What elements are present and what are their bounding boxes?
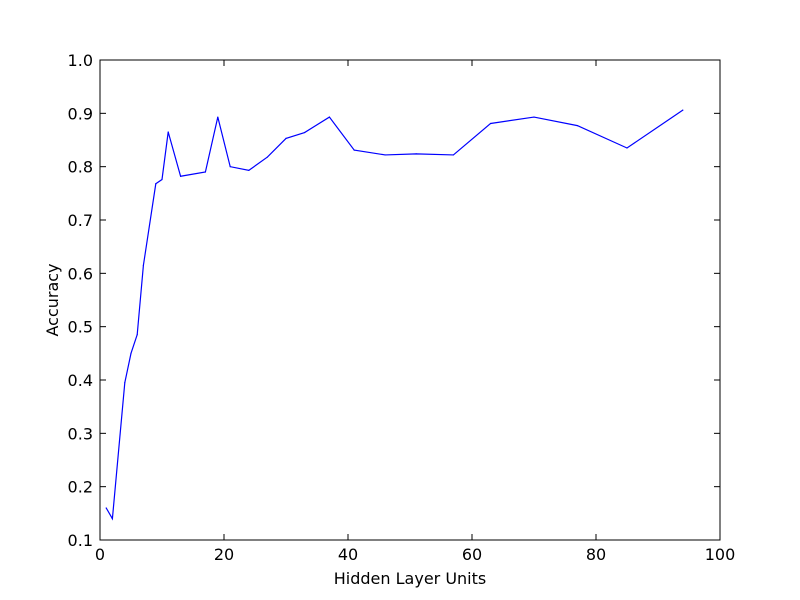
data-point bbox=[217, 116, 219, 118]
x-tick-label: 100 bbox=[705, 545, 736, 564]
data-point bbox=[124, 382, 126, 384]
data-point bbox=[328, 116, 330, 118]
data-point bbox=[353, 149, 355, 151]
data-point bbox=[142, 264, 144, 266]
y-tick-label: 0.7 bbox=[68, 211, 93, 230]
data-point bbox=[248, 169, 250, 171]
data-point bbox=[533, 116, 535, 118]
data-point bbox=[285, 137, 287, 139]
y-axis-title: Accuracy bbox=[43, 263, 62, 336]
y-tick-label: 0.4 bbox=[68, 371, 93, 390]
y-tick-label: 1.0 bbox=[68, 51, 93, 70]
data-point bbox=[204, 171, 206, 173]
data-point bbox=[626, 147, 628, 149]
x-axis-ticks: 0 20 40 60 80 100 bbox=[95, 60, 735, 564]
y-tick-label: 0.3 bbox=[68, 424, 93, 443]
data-point bbox=[167, 131, 169, 133]
data-point bbox=[155, 183, 157, 185]
x-tick-label: 20 bbox=[214, 545, 234, 564]
x-tick-label: 80 bbox=[586, 545, 606, 564]
data-point bbox=[452, 154, 454, 156]
y-tick-label: 0.5 bbox=[68, 318, 93, 337]
data-points bbox=[105, 109, 684, 520]
y-axis-ticks: 0.1 0.2 0.3 0.4 0.5 0.6 0.7 0.8 0.9 1.0 bbox=[68, 51, 720, 550]
data-point bbox=[576, 125, 579, 127]
data-point bbox=[130, 352, 132, 354]
y-tick-label: 0.1 bbox=[68, 531, 93, 550]
data-point bbox=[415, 153, 417, 155]
data-point bbox=[490, 122, 492, 125]
data-point bbox=[384, 154, 386, 156]
y-tick-label: 0.9 bbox=[68, 104, 93, 123]
data-point bbox=[266, 156, 268, 158]
data-point bbox=[136, 334, 138, 336]
data-point bbox=[161, 178, 163, 181]
x-tick-label: 0 bbox=[95, 545, 105, 564]
data-point bbox=[111, 518, 113, 520]
x-axis-title: Hidden Layer Units bbox=[334, 569, 486, 588]
data-point bbox=[304, 131, 306, 134]
data-point bbox=[105, 507, 107, 509]
x-tick-label: 40 bbox=[338, 545, 358, 564]
y-tick-label: 0.6 bbox=[68, 264, 93, 283]
y-tick-label: 0.2 bbox=[68, 478, 93, 497]
data-point bbox=[229, 166, 231, 168]
data-point bbox=[682, 109, 684, 111]
data-point bbox=[180, 175, 182, 177]
plot-area bbox=[99, 59, 721, 541]
x-tick-label: 60 bbox=[462, 545, 482, 564]
y-tick-label: 0.8 bbox=[68, 158, 93, 177]
